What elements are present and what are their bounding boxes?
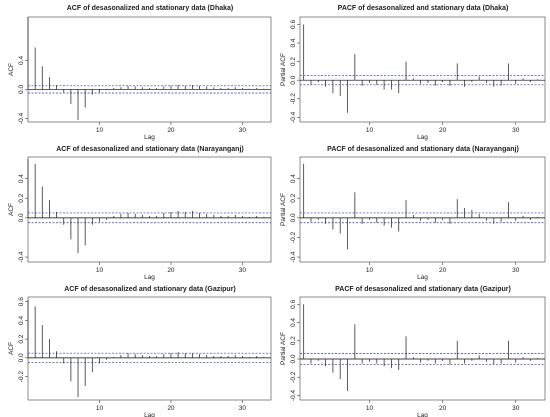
y-tick-label: 0.0 [18, 85, 25, 94]
panel-1: ACF of desasonalized and stationary data… [8, 5, 272, 141]
y-tick-label: 0.0 [290, 75, 297, 84]
y-tick-label: 0.0 [290, 354, 297, 363]
panel-title: PACF of desasonalized and stationary dat… [327, 146, 519, 153]
x-tick-label: 20 [439, 405, 447, 412]
y-tick-label: 0.0 [18, 213, 25, 222]
x-tick-label: 20 [167, 127, 175, 134]
x-tick-label: 10 [366, 267, 374, 274]
x-tick-label: 30 [239, 405, 247, 412]
y-tick-label: -0.4 [290, 111, 297, 123]
y-tick-label: 0.4 [290, 38, 297, 47]
x-tick-label: 30 [512, 267, 520, 274]
y-tick-label: 0.4 [18, 174, 25, 183]
plot-frame [27, 296, 272, 401]
y-tick-label: -0.4 [290, 251, 297, 263]
y-axis-label: ACF [8, 203, 15, 216]
y-tick-label: 0.6 [18, 297, 25, 306]
panel-title: PACF of desasonalized and stationary dat… [335, 286, 511, 293]
x-axis-label: Lag [144, 274, 155, 281]
y-tick-label: 0.4 [290, 318, 297, 327]
x-tick-label: 10 [366, 127, 374, 134]
y-tick-label: 0.2 [290, 336, 297, 345]
y-tick-label: 0.0 [290, 213, 297, 222]
x-tick-label: 30 [512, 127, 520, 134]
x-tick-label: 20 [167, 405, 175, 412]
y-tick-label: 0.4 [290, 174, 297, 183]
y-tick-label: -0.2 [18, 371, 25, 383]
x-tick-label: 30 [239, 127, 247, 134]
plot-frame [27, 156, 272, 263]
x-tick-label: 30 [512, 405, 520, 412]
x-tick-label: 30 [239, 267, 247, 274]
x-axis-label: Lag [144, 412, 155, 417]
panel-title: ACF of desasonalized and stationary data… [56, 146, 244, 153]
plot-frame [299, 16, 546, 123]
x-axis-label: Lag [417, 412, 428, 417]
y-tick-label: -0.2 [290, 231, 297, 243]
panel-3: ACF of desasonalized and stationary data… [8, 146, 272, 281]
y-tick-label: 0.4 [18, 316, 25, 325]
y-axis-label: Partial ACF [280, 332, 287, 365]
y-tick-label: -0.4 [18, 251, 25, 263]
y-tick-label: -0.2 [290, 93, 297, 105]
y-tick-label: 0.2 [290, 57, 297, 66]
plot-frame [299, 156, 546, 263]
y-tick-label: -0.4 [290, 389, 297, 401]
y-tick-label: 0.6 [290, 20, 297, 29]
x-tick-label: 20 [439, 267, 447, 274]
y-axis-label: Partial ACF [280, 193, 287, 226]
y-tick-label: 0.2 [18, 334, 25, 343]
y-tick-label: 0.6 [290, 299, 297, 308]
y-tick-label: -0.2 [290, 371, 297, 383]
x-axis-label: Lag [417, 134, 428, 141]
x-tick-label: 10 [96, 405, 104, 412]
panel-title: ACF of desasonalized and stationary data… [64, 286, 236, 293]
x-axis-label: Lag [417, 274, 428, 281]
y-tick-label: 0.2 [18, 193, 25, 202]
panel-2: PACF of desasonalized and stationary dat… [280, 5, 546, 141]
panel-6: PACF of desasonalized and stationary dat… [280, 286, 546, 417]
plot-frame [27, 16, 272, 123]
x-axis-label: Lag [144, 134, 155, 141]
x-tick-label: 10 [366, 405, 374, 412]
plot-frame [299, 296, 546, 401]
y-tick-label: 0.2 [290, 193, 297, 202]
x-tick-label: 10 [96, 127, 104, 134]
y-axis-label: Partial ACF [280, 53, 287, 86]
y-tick-label: 0.4 [18, 56, 25, 65]
y-axis-label: ACF [8, 63, 15, 76]
panel-title: ACF of desasonalized and stationary data… [67, 5, 233, 12]
x-tick-label: 20 [439, 127, 447, 134]
x-tick-label: 20 [167, 267, 175, 274]
panel-4: PACF of desasonalized and stationary dat… [280, 146, 546, 281]
y-tick-label: 0.0 [18, 353, 25, 362]
panel-title: PACF of desasonalized and stationary dat… [338, 5, 509, 12]
x-tick-label: 10 [96, 267, 104, 274]
panel-5: ACF of desasonalized and stationary data… [8, 286, 272, 417]
y-tick-label: -0.4 [18, 112, 25, 124]
y-axis-label: ACF [8, 342, 15, 355]
